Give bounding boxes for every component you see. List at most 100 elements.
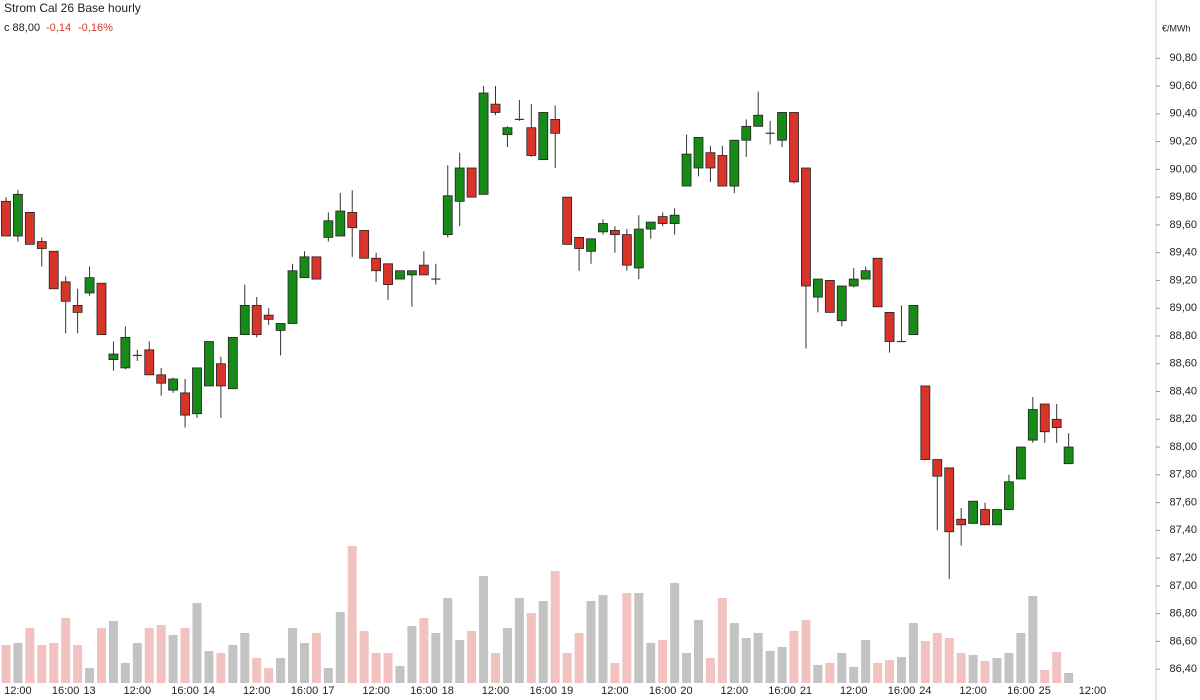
- x-tick-label: 12:00: [4, 685, 32, 697]
- candle-body: [383, 263, 393, 286]
- candle-body: [777, 112, 787, 141]
- volume-bar: [276, 658, 286, 683]
- candle-body: [598, 223, 608, 233]
- volume-bar: [108, 621, 118, 683]
- x-tick-label: 19: [561, 685, 573, 697]
- candle-body: [454, 167, 465, 202]
- x-tick-label: 12:00: [840, 685, 868, 697]
- candle-body: [872, 257, 883, 308]
- volume-bar: [192, 603, 202, 683]
- x-tick-label: 12:00: [1079, 685, 1107, 697]
- x-tick-label: 12:00: [124, 685, 152, 697]
- volume-bar: [598, 595, 608, 683]
- volume-bar: [586, 601, 596, 683]
- volume-bar: [299, 643, 309, 683]
- x-tick-label: 24: [919, 685, 931, 697]
- volume-bar: [13, 643, 23, 683]
- candle-body: [24, 212, 35, 245]
- x-tick-label: 12:00: [721, 685, 749, 697]
- x-tick-label: 16:00: [52, 685, 80, 697]
- volume-bar: [705, 658, 715, 683]
- volume-bar: [347, 546, 357, 683]
- y-unit: €/MWh: [1162, 23, 1191, 33]
- x-tick-label: 16:00: [171, 685, 199, 697]
- candle-body: [956, 518, 967, 526]
- candle-body: [502, 127, 513, 136]
- candle-body: [645, 221, 656, 230]
- candle-body: [84, 277, 95, 294]
- volume-bar: [85, 668, 95, 683]
- candle-body: [478, 92, 489, 195]
- volume-bar: [932, 633, 942, 683]
- volume-bar: [885, 660, 895, 683]
- volume-bar: [514, 598, 524, 683]
- candle-body: [860, 270, 871, 280]
- volume-bar: [526, 613, 536, 683]
- volume-bar: [813, 665, 823, 683]
- volume-bar: [944, 638, 954, 683]
- x-tick-label: 21: [800, 685, 812, 697]
- volume-bar: [395, 666, 405, 683]
- candle-body: [156, 374, 167, 384]
- volume-bar: [431, 633, 441, 683]
- candle-body: [251, 305, 262, 335]
- candle-body: [633, 228, 644, 269]
- chart-title: Strom Cal 26 Base hourly: [4, 1, 141, 15]
- candle-body: [204, 341, 214, 387]
- y-tick-label: 89,40: [1169, 247, 1197, 259]
- y-tick-label: 88,00: [1169, 441, 1197, 453]
- x-tick-label: 16:00: [1007, 685, 1035, 697]
- candle-body: [144, 349, 155, 376]
- candle-body: [586, 238, 596, 252]
- candle-body: [908, 305, 919, 335]
- candle-body: [836, 285, 847, 322]
- y-tick-label: 89,60: [1169, 219, 1197, 231]
- x-tick-label: 14: [203, 685, 215, 697]
- candle-body: [538, 112, 549, 161]
- volume-bar: [920, 641, 930, 683]
- volume-bar: [288, 628, 298, 683]
- candle-body: [215, 363, 226, 387]
- volume-bar: [73, 645, 83, 683]
- y-tick-label: 87,20: [1169, 552, 1197, 564]
- x-tick-label: 20: [680, 685, 692, 697]
- volume-bar: [980, 661, 990, 683]
- candle-body: [693, 137, 704, 169]
- volume-bar: [1052, 652, 1062, 683]
- x-tick-label: 12:00: [362, 685, 390, 697]
- volume-bar: [729, 623, 739, 683]
- x-tick-label: 16:00: [291, 685, 319, 697]
- volume-bar: [335, 612, 345, 683]
- candle-body: [1027, 409, 1038, 441]
- candle-body: [227, 336, 238, 390]
- volume-bar: [837, 653, 847, 683]
- candle-body: [48, 250, 59, 290]
- candle-body: [287, 270, 298, 324]
- y-tick-label: 88,60: [1169, 358, 1197, 370]
- volume-bar: [455, 640, 465, 683]
- candle-body: [72, 305, 83, 313]
- candle-body: [801, 167, 811, 287]
- y-tick-label: 87,60: [1169, 496, 1197, 508]
- volume-bar: [204, 651, 214, 683]
- volume-bar: [96, 628, 106, 683]
- x-tick-label: 25: [1039, 685, 1051, 697]
- candle-body: [1004, 481, 1014, 510]
- candle-body: [275, 323, 286, 331]
- candle-body: [717, 155, 728, 187]
- candle-body: [980, 509, 990, 526]
- candle-body: [944, 467, 955, 533]
- volume-bar: [502, 628, 512, 683]
- volume-bar: [646, 643, 656, 683]
- candle-body: [753, 114, 764, 127]
- volume-bar: [1028, 596, 1038, 683]
- volume-bar: [419, 618, 429, 683]
- candle-body: [550, 118, 561, 134]
- volume-bar: [658, 640, 668, 683]
- volume-bar: [1064, 673, 1074, 683]
- candle-body: [621, 234, 632, 266]
- volume-layer: [1, 546, 1074, 683]
- candle-body: [526, 127, 537, 156]
